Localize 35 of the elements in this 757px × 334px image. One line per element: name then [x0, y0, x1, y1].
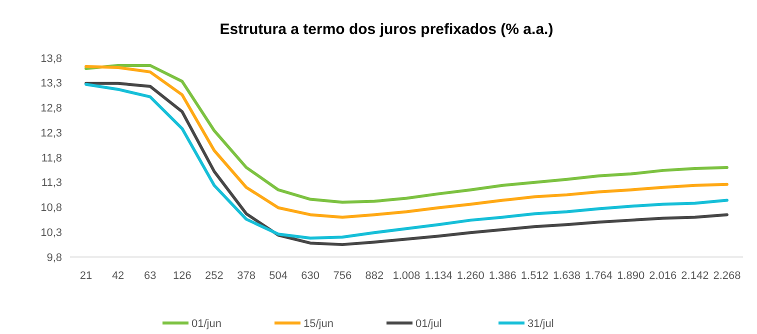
chart-title: Estrutura a termo dos juros prefixados (% a.a.) [220, 21, 554, 38]
x-tick-label: 1.512 [520, 270, 548, 282]
y-tick-label: 12,8 [40, 102, 62, 115]
y-tick-label: 9,8 [46, 252, 62, 264]
x-tick-label: 2.142 [681, 270, 709, 282]
y-tick-label: 10,3 [40, 226, 62, 239]
x-tick-label: 1.638 [552, 270, 581, 282]
x-tick-label: 1.764 [585, 270, 613, 282]
legend-label: 01/jun [192, 318, 222, 330]
y-tick-label: 13,3 [40, 78, 62, 90]
x-tick-label: 1.134 [424, 270, 452, 282]
x-tick-label: 504 [269, 270, 288, 282]
x-tick-label: 882 [365, 270, 384, 282]
x-tick-label: 252 [205, 270, 224, 282]
x-tick-label: 2.268 [713, 270, 741, 282]
x-tick-label: 21 [80, 270, 92, 282]
x-tick-label: 1.890 [617, 270, 645, 282]
x-tick-label: 1.386 [488, 270, 516, 282]
x-tick-label: 756 [333, 270, 352, 282]
x-tick-label: 1.008 [392, 270, 420, 282]
y-tick-label: 12,3 [40, 127, 62, 140]
y-tick-label: 13,8 [40, 52, 62, 65]
x-tick-label: 126 [172, 270, 192, 282]
y-tick-label: 11,8 [41, 152, 62, 164]
y-tick-label: 11,3 [41, 177, 62, 190]
x-tick-label: 42 [112, 270, 124, 282]
x-tick-label: 63 [144, 270, 156, 282]
x-tick-label: 2.016 [649, 270, 677, 282]
y-tick-label: 10,8 [40, 202, 62, 214]
x-tick-label: 630 [301, 270, 320, 282]
x-tick-label: 378 [237, 270, 256, 282]
legend-label: 31/jul [528, 318, 554, 330]
legend-label: 01/jul [416, 318, 442, 330]
legend-label: 15/jun [304, 318, 334, 330]
x-tick-label: 1.260 [456, 270, 484, 282]
